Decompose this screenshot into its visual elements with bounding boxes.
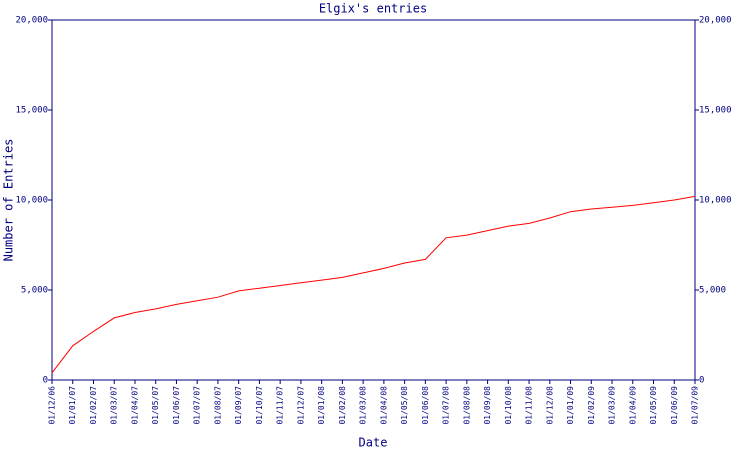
y-tick-label: 5,000 bbox=[21, 286, 48, 296]
y-tick-label: 15,000 bbox=[15, 106, 48, 116]
chart-title: Elgix's entries bbox=[319, 2, 427, 16]
x-tick-label: 01/05/09 bbox=[649, 386, 658, 425]
x-tick-label: 01/12/07 bbox=[296, 386, 305, 425]
x-tick-label: 01/01/07 bbox=[68, 386, 77, 425]
x-tick-label: 01/08/08 bbox=[462, 386, 471, 425]
y-axis-title: Number of Entries bbox=[2, 139, 16, 262]
y2-tick-label: 10,000 bbox=[699, 196, 732, 206]
x-tick-label: 01/07/09 bbox=[691, 386, 700, 425]
x-tick-label: 01/07/07 bbox=[193, 386, 202, 425]
y2-tick-label: 0 bbox=[699, 376, 704, 386]
y-tick-label: 0 bbox=[43, 376, 48, 386]
data-line bbox=[51, 195, 696, 374]
x-tick-label: 01/05/07 bbox=[151, 386, 160, 425]
x-tick-label: 01/06/09 bbox=[670, 386, 679, 425]
x-tick-label: 01/10/08 bbox=[504, 386, 513, 425]
x-tick-label: 01/05/08 bbox=[400, 386, 409, 425]
x-tick-label: 01/02/07 bbox=[89, 386, 98, 425]
y2-tick-label: 15,000 bbox=[699, 106, 732, 116]
x-tick-label: 01/04/09 bbox=[628, 386, 637, 425]
x-tick-label: 01/01/09 bbox=[566, 386, 575, 425]
x-tick-label: 01/02/09 bbox=[587, 386, 596, 425]
x-tick-label: 01/03/07 bbox=[110, 386, 119, 425]
x-tick-label: 01/04/08 bbox=[379, 386, 388, 425]
x-tick-label: 01/02/08 bbox=[338, 386, 347, 425]
plot-frame bbox=[51, 19, 696, 381]
x-axis-title: Date bbox=[359, 436, 388, 450]
x-tick-label: 01/08/07 bbox=[213, 386, 222, 425]
x-tick-label: 01/11/08 bbox=[525, 386, 534, 425]
y2-tick-label: 5,000 bbox=[699, 286, 726, 296]
x-tick-label: 01/12/06 bbox=[48, 386, 57, 425]
x-tick-label: 01/03/08 bbox=[359, 386, 368, 425]
x-tick-label: 01/12/08 bbox=[545, 386, 554, 425]
x-tick-label: 01/07/08 bbox=[442, 386, 451, 425]
x-tick-label: 01/09/08 bbox=[483, 386, 492, 425]
x-tick-label: 01/11/07 bbox=[276, 386, 285, 425]
x-tick-label: 01/10/07 bbox=[255, 386, 264, 425]
x-tick-label: 01/09/07 bbox=[234, 386, 243, 425]
x-tick-label: 01/03/09 bbox=[608, 386, 617, 425]
y2-tick-label: 20,000 bbox=[699, 16, 732, 26]
x-tick-label: 01/04/07 bbox=[130, 386, 139, 425]
y-tick-label: 20,000 bbox=[15, 16, 48, 26]
y-tick-label: 10,000 bbox=[15, 196, 48, 206]
x-tick-label: 01/06/07 bbox=[172, 386, 181, 425]
x-tick-label: 01/06/08 bbox=[421, 386, 430, 425]
x-tick-label: 01/01/08 bbox=[317, 386, 326, 425]
